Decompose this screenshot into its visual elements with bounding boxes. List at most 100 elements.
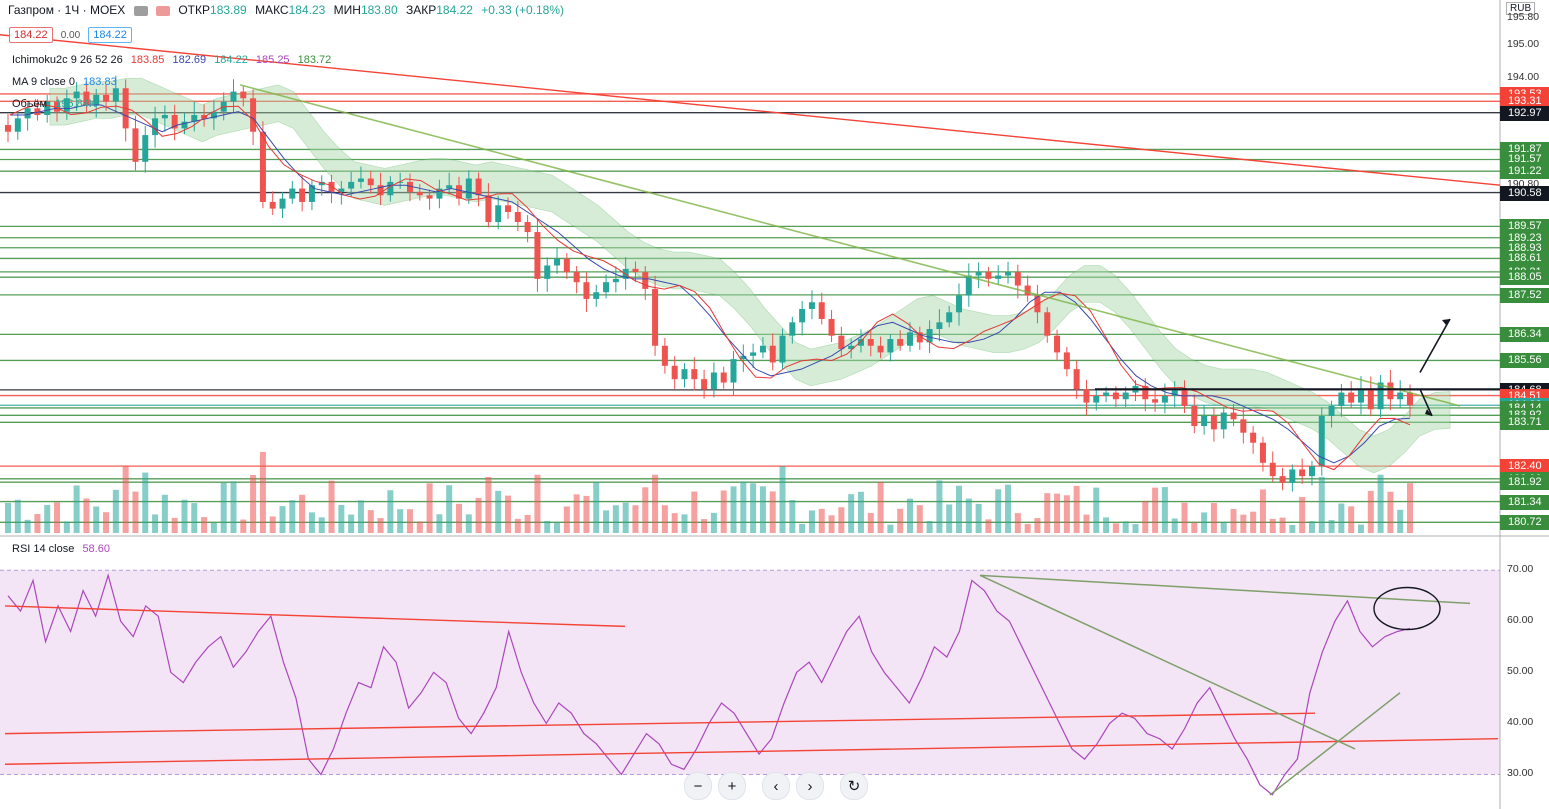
volume-bar (701, 519, 708, 533)
candle (299, 188, 306, 202)
volume-bar (1181, 502, 1188, 533)
candle (603, 282, 610, 293)
candle (730, 359, 737, 383)
candle (1348, 392, 1355, 403)
indicator-toggle-icon[interactable] (133, 5, 148, 16)
candle (34, 108, 41, 116)
volume-bar (828, 515, 835, 533)
rsi-legend[interactable]: RSI 14 close 58.60 (12, 543, 115, 555)
volume-bar (1289, 524, 1296, 533)
candle (191, 115, 198, 122)
candle (1397, 392, 1404, 400)
candle (887, 339, 894, 353)
rsi-axis-tick: 50.00 (1507, 665, 1534, 678)
level-price-tag: 188.61 (1500, 251, 1549, 267)
volume-bar (857, 491, 864, 533)
volume-bar (44, 505, 51, 533)
candle (152, 118, 159, 136)
volume-bar (661, 505, 668, 533)
volume-bar (455, 503, 462, 533)
level-price-tag: 181.34 (1500, 494, 1549, 510)
volume-bar (534, 474, 541, 533)
volume-bar (1122, 521, 1129, 533)
volume-bar (573, 494, 580, 533)
up-arrow-icon (1442, 318, 1450, 325)
volume-bar (1103, 517, 1110, 533)
candle (1093, 395, 1100, 403)
volume-bar (877, 481, 884, 533)
volume-bar (132, 491, 139, 533)
candle (259, 131, 266, 202)
reset-icon[interactable]: ↻ (840, 772, 868, 800)
volume-bar (652, 474, 659, 533)
volume-bar (681, 514, 688, 533)
volume-bar (122, 465, 129, 533)
volume-bar (161, 494, 168, 533)
volume-bar (906, 498, 913, 533)
volume-bar (612, 505, 619, 533)
candle (318, 181, 325, 186)
chevron-left-icon[interactable]: ‹ (762, 772, 790, 800)
trend-line-red (0, 34, 1501, 186)
rsi-trend-green-1 (979, 574, 1471, 605)
volume-bar (632, 505, 639, 533)
candle (455, 185, 462, 199)
plus-icon[interactable]: + (718, 772, 746, 800)
volume-bar (956, 485, 963, 533)
candle (848, 345, 855, 350)
volume-legend[interactable]: Объём 196.84K (12, 98, 101, 110)
candle (985, 272, 992, 279)
rsi-axis-tick: 60.00 (1507, 614, 1534, 627)
volume-bar (5, 502, 11, 533)
volume-bar (720, 490, 727, 533)
ichimoku-legend[interactable]: Ichimoku2c 9 26 52 26 183.85 182.69 184.… (12, 54, 336, 66)
chart-header: Газпром · 1Ч · MOEX ОТКР183.89 МАКС184.2… (8, 3, 569, 17)
candle (505, 205, 512, 212)
candle (24, 108, 31, 119)
candle (1377, 382, 1384, 410)
candle (1063, 352, 1070, 370)
candle (779, 335, 786, 363)
candle (485, 195, 492, 223)
volume-bar (73, 485, 80, 533)
ichimoku-value-5: 183.72 (297, 54, 332, 66)
candle (877, 345, 884, 353)
candle (916, 332, 923, 343)
currency-badge[interactable]: RUB (1506, 2, 1536, 15)
compare-icon[interactable] (156, 5, 170, 16)
level-price-tag: 185.56 (1500, 353, 1549, 369)
ma-legend[interactable]: MA 9 close 0 183.83 (12, 76, 122, 88)
chevron-right-icon[interactable]: › (796, 772, 824, 800)
ichimoku-value-1: 183.85 (130, 54, 165, 66)
ask-button[interactable]: 184.22 (88, 27, 132, 43)
volume-bar (1377, 474, 1384, 533)
volume-bar (103, 512, 110, 533)
volume-bar (867, 512, 874, 533)
level-price-tag: 192.97 (1500, 105, 1549, 121)
candle (1142, 385, 1149, 400)
volume-bar (269, 516, 276, 533)
volume-bar (1161, 487, 1168, 533)
low-value: 183.80 (360, 3, 398, 17)
volume-bar (985, 519, 992, 533)
candle (681, 369, 688, 380)
candle (1308, 466, 1315, 477)
volume-bar (1357, 524, 1364, 533)
candle (965, 275, 972, 296)
symbol-title[interactable]: Газпром · 1Ч · MOEX (8, 3, 126, 17)
candle (1210, 415, 1217, 430)
candle (142, 135, 149, 162)
minus-icon[interactable]: − (684, 772, 712, 800)
volume-bar (769, 491, 776, 533)
volume-bar (299, 494, 306, 533)
volume-bar (367, 510, 374, 533)
candle (1367, 389, 1374, 410)
volume-bar (495, 490, 502, 533)
volume-bar (1269, 518, 1276, 533)
candle (642, 272, 649, 289)
bid-button[interactable]: 184.22 (9, 27, 53, 43)
level-price-tag: 189.57 (1500, 219, 1549, 235)
price-axis-tick: 194.00 (1507, 71, 1540, 84)
volume-bar (397, 509, 404, 533)
